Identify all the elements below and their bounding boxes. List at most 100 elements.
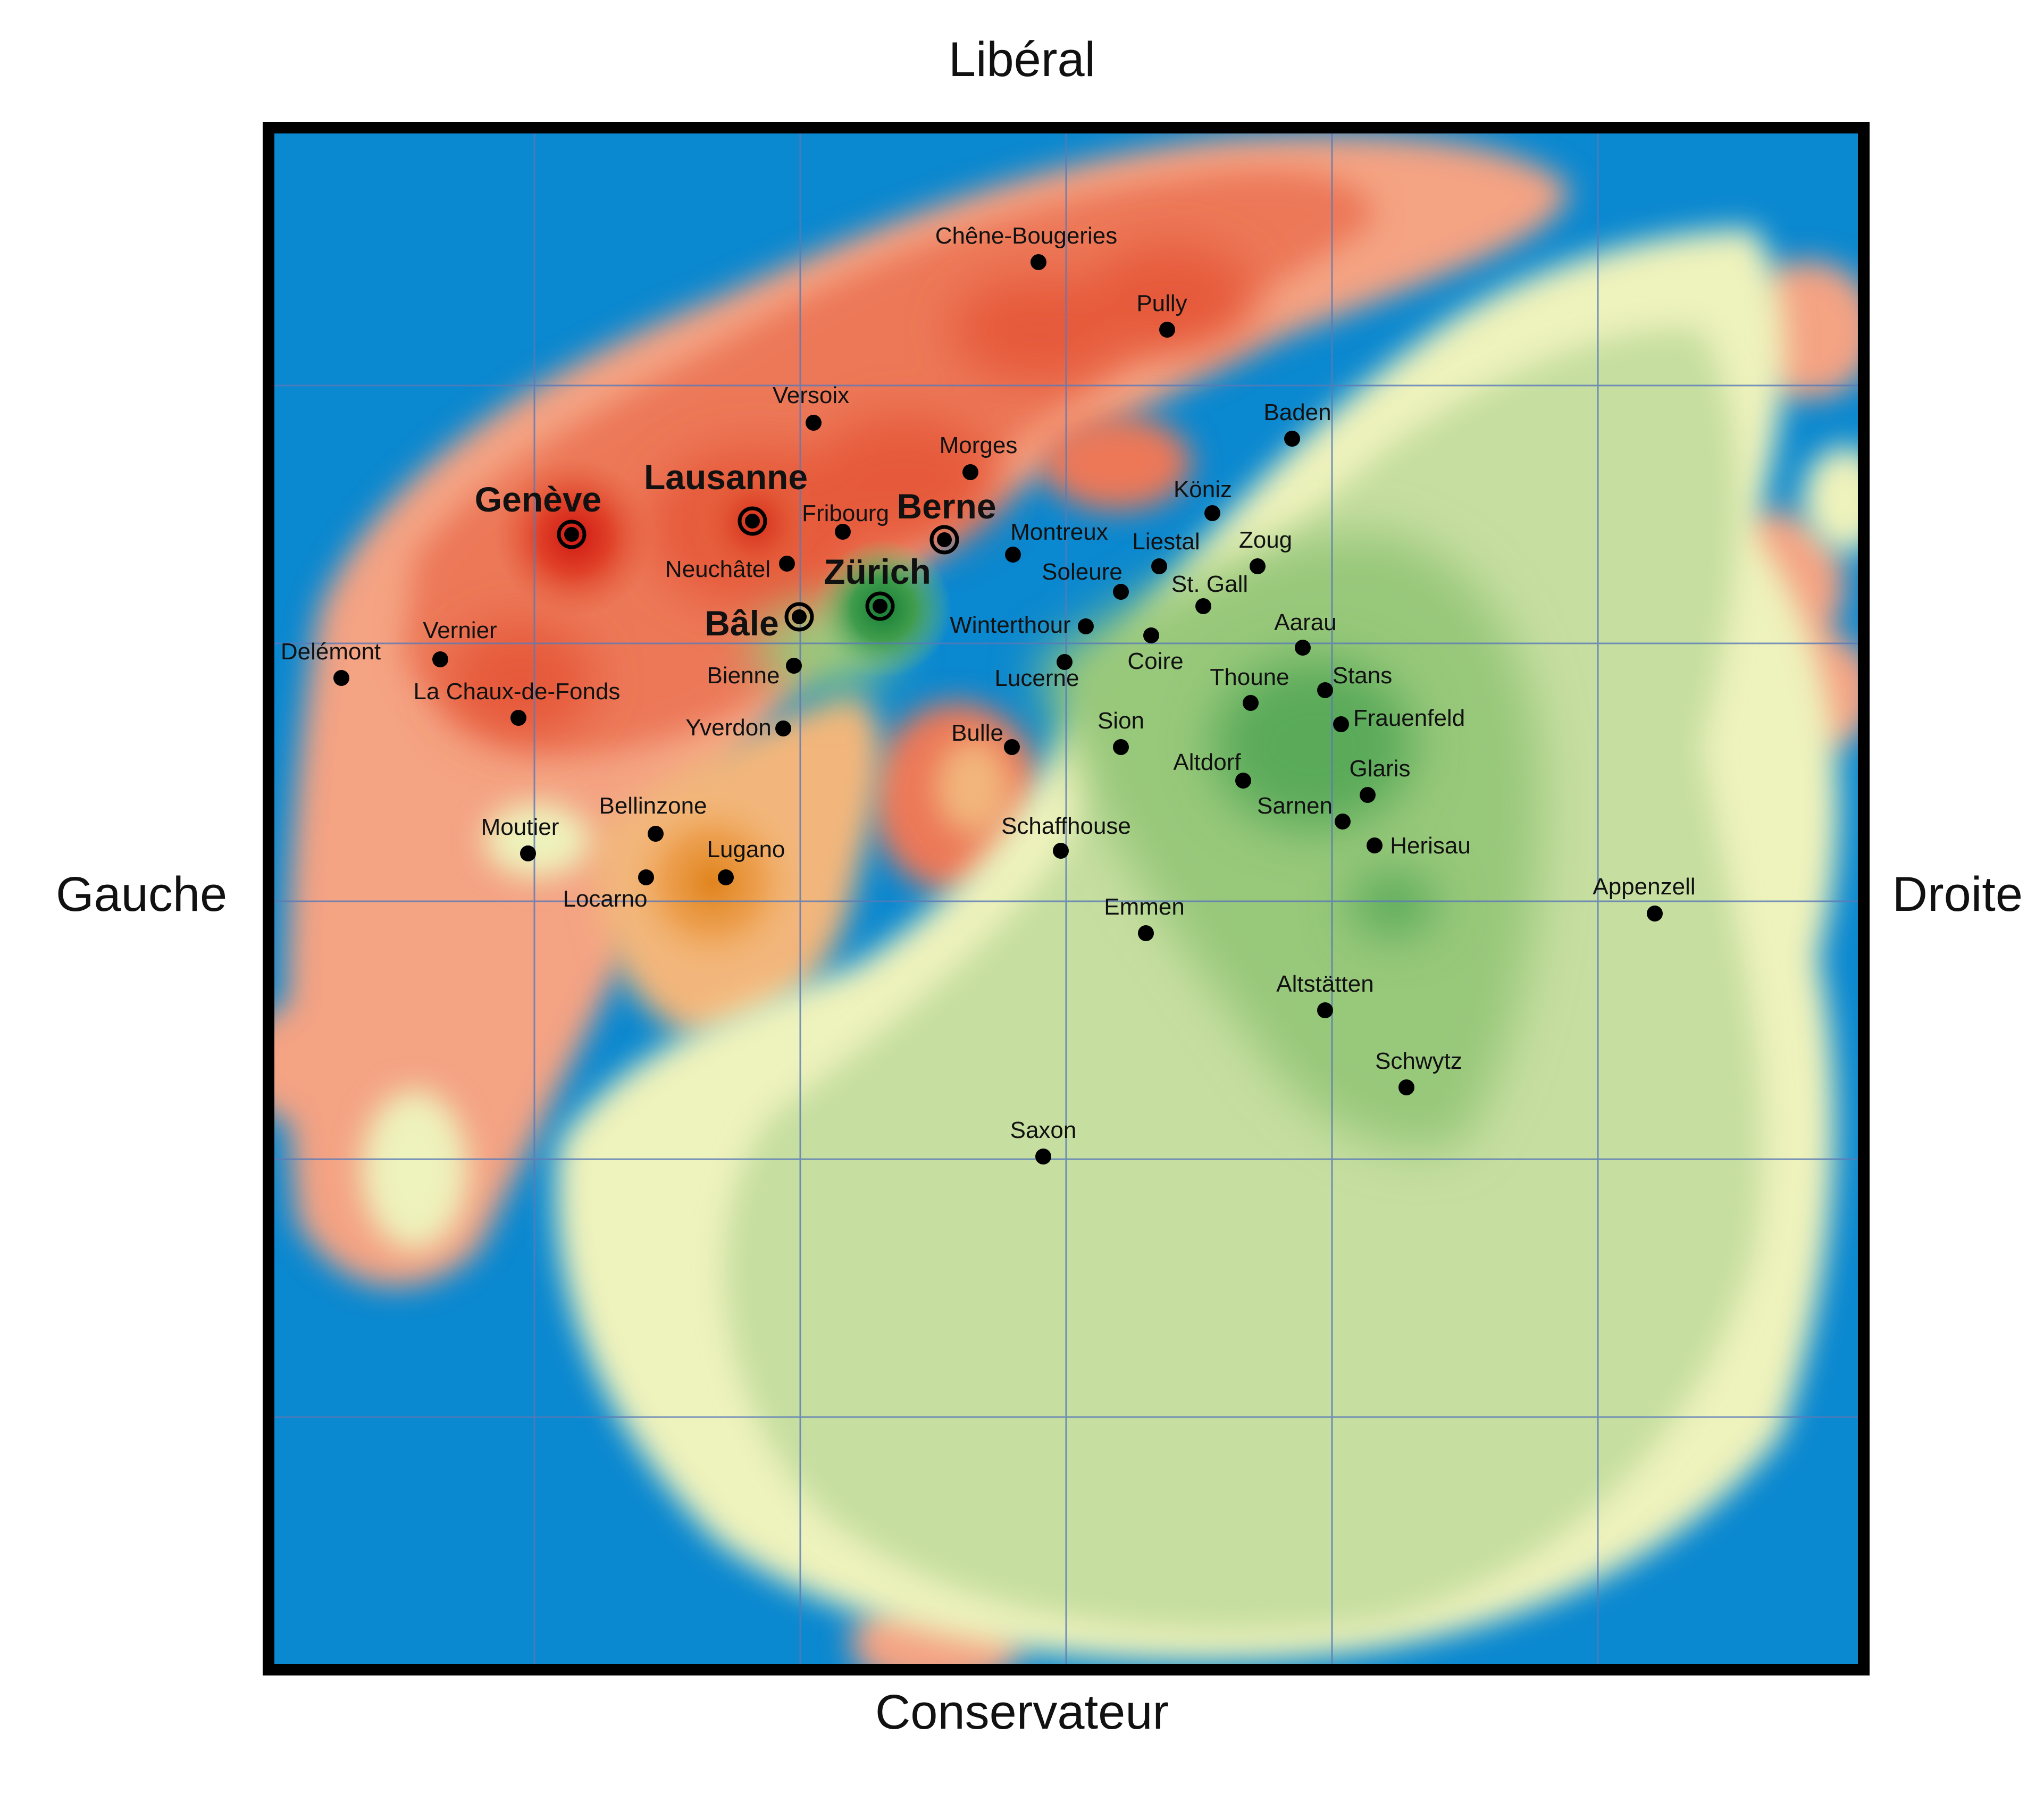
city-marker: [1195, 598, 1211, 614]
city-marker: [962, 464, 978, 480]
city-label: Lugano: [707, 836, 785, 862]
city-marker: [1335, 814, 1351, 830]
city-marker: [1078, 618, 1094, 634]
city-label: Neuchâtel: [665, 556, 770, 582]
map-frame: [263, 122, 1870, 1675]
city-label: Lucerne: [994, 665, 1079, 691]
city-yverdon: Yverdon: [685, 715, 791, 741]
city-marker: [564, 527, 579, 542]
city-label: Appenzell: [1593, 874, 1695, 900]
city-montreux: Montreux: [1005, 519, 1108, 563]
city-label: Vernier: [423, 617, 497, 643]
city-morges: Morges: [940, 432, 1018, 480]
city-frauenfeld: Frauenfeld: [1333, 705, 1465, 732]
city-emmen: Emmen: [1104, 894, 1185, 941]
axis-label-conservative: Conservateur: [875, 1685, 1169, 1739]
city-label: Coire: [1127, 648, 1183, 674]
city-label: Chêne-Bougeries: [935, 223, 1117, 249]
city-moutier: Moutier: [481, 814, 559, 861]
city-soleure: Soleure: [1042, 559, 1129, 600]
city-label: Zürich: [824, 552, 931, 591]
city-marker: [1250, 558, 1266, 574]
city-major-ring: [557, 520, 587, 549]
city-locarno: Locarno: [563, 869, 654, 912]
city-herisau: Herisau: [1367, 833, 1471, 859]
axis-label-liberal: Libéral: [948, 32, 1096, 87]
city-label: Bulle: [951, 720, 1003, 746]
city-berne: Berne: [897, 487, 996, 555]
city-label: Thoune: [1210, 664, 1289, 690]
city-marker: [1333, 716, 1349, 732]
city-major-ring: [865, 591, 895, 621]
city-bellinzone: Bellinzone: [599, 793, 707, 842]
city-schaffhouse: Schaffhouse: [1001, 813, 1131, 859]
city-label: Moutier: [481, 814, 559, 840]
city-marker: [779, 556, 795, 572]
city-label: Pully: [1136, 290, 1187, 316]
city-marker: [718, 869, 734, 885]
city-marker: [648, 826, 664, 842]
city-major-ring: [784, 602, 814, 632]
city-marker: [1284, 431, 1300, 447]
city-label: Lausanne: [644, 457, 808, 497]
city-zurich: Zürich: [824, 552, 931, 621]
city-baden: Baden: [1263, 399, 1331, 447]
city-delemont: Delémont: [281, 639, 381, 686]
city-glaris: Glaris: [1350, 756, 1411, 803]
city-label: Frauenfeld: [1353, 705, 1465, 731]
city-marker: [786, 658, 802, 674]
city-label: Altstätten: [1276, 971, 1373, 997]
city-label: Bâle: [705, 604, 778, 643]
city-marker: [1057, 654, 1073, 670]
city-label: Glaris: [1350, 756, 1411, 782]
region-left-strong: [447, 245, 1255, 739]
city-label: Herisau: [1390, 833, 1471, 859]
city-label: St. Gall: [1171, 571, 1248, 597]
city-altdorf: Altdorf: [1173, 749, 1251, 789]
city-marker: [1317, 1002, 1333, 1018]
city-thoune: Thoune: [1210, 664, 1289, 711]
city-major-ring: [929, 525, 959, 555]
hotspot-lugano: [617, 787, 808, 978]
city-label: Montreux: [1010, 519, 1108, 545]
city-label: Stans: [1333, 663, 1393, 689]
city-bale: Bâle: [705, 602, 814, 643]
city-sion: Sion: [1098, 708, 1144, 755]
city-marker: [1243, 695, 1259, 711]
city-marker: [1360, 787, 1376, 803]
city-schwytz: Schwytz: [1375, 1048, 1462, 1095]
city-marker: [510, 710, 526, 726]
city-label: Liestal: [1132, 529, 1200, 555]
city-label: Yverdon: [685, 715, 771, 741]
city-marker: [1647, 906, 1663, 921]
city-liestal: Liestal: [1132, 529, 1200, 574]
city-fribourg: Fribourg: [802, 500, 889, 540]
city-label: La Chaux-de-Fonds: [414, 678, 621, 705]
city-neuchatel: Neuchâtel: [665, 556, 795, 582]
city-pully: Pully: [1136, 290, 1187, 338]
city-label: Winterthour: [950, 612, 1070, 638]
city-label: Schaffhouse: [1001, 813, 1131, 839]
city-marker: [1204, 505, 1220, 521]
city-label: Bienne: [707, 663, 780, 689]
city-vernier: Vernier: [423, 617, 497, 667]
city-chene-bougeries: Chêne-Bougeries: [935, 223, 1117, 270]
city-label: Schwytz: [1375, 1048, 1462, 1074]
city-saxon: Saxon: [1010, 1117, 1076, 1164]
city-stans: Stans: [1317, 663, 1392, 698]
city-label: Sion: [1098, 708, 1144, 734]
region-right-strong: [1212, 659, 1436, 936]
city-aarau: Aarau: [1274, 609, 1337, 656]
city-label: Aarau: [1274, 609, 1336, 635]
city-marker: [1113, 584, 1129, 600]
city-label: Soleure: [1042, 559, 1122, 585]
city-coire: Coire: [1127, 627, 1184, 674]
city-lausanne: Lausanne: [644, 457, 808, 536]
axis-label-right: Droite: [1892, 867, 2023, 921]
city-label: Emmen: [1104, 894, 1185, 920]
city-marker: [1031, 254, 1046, 270]
city-label: Morges: [940, 432, 1018, 458]
city-major-ring: [738, 506, 767, 536]
city-marker: [520, 845, 536, 861]
city-label: Delémont: [281, 639, 381, 665]
